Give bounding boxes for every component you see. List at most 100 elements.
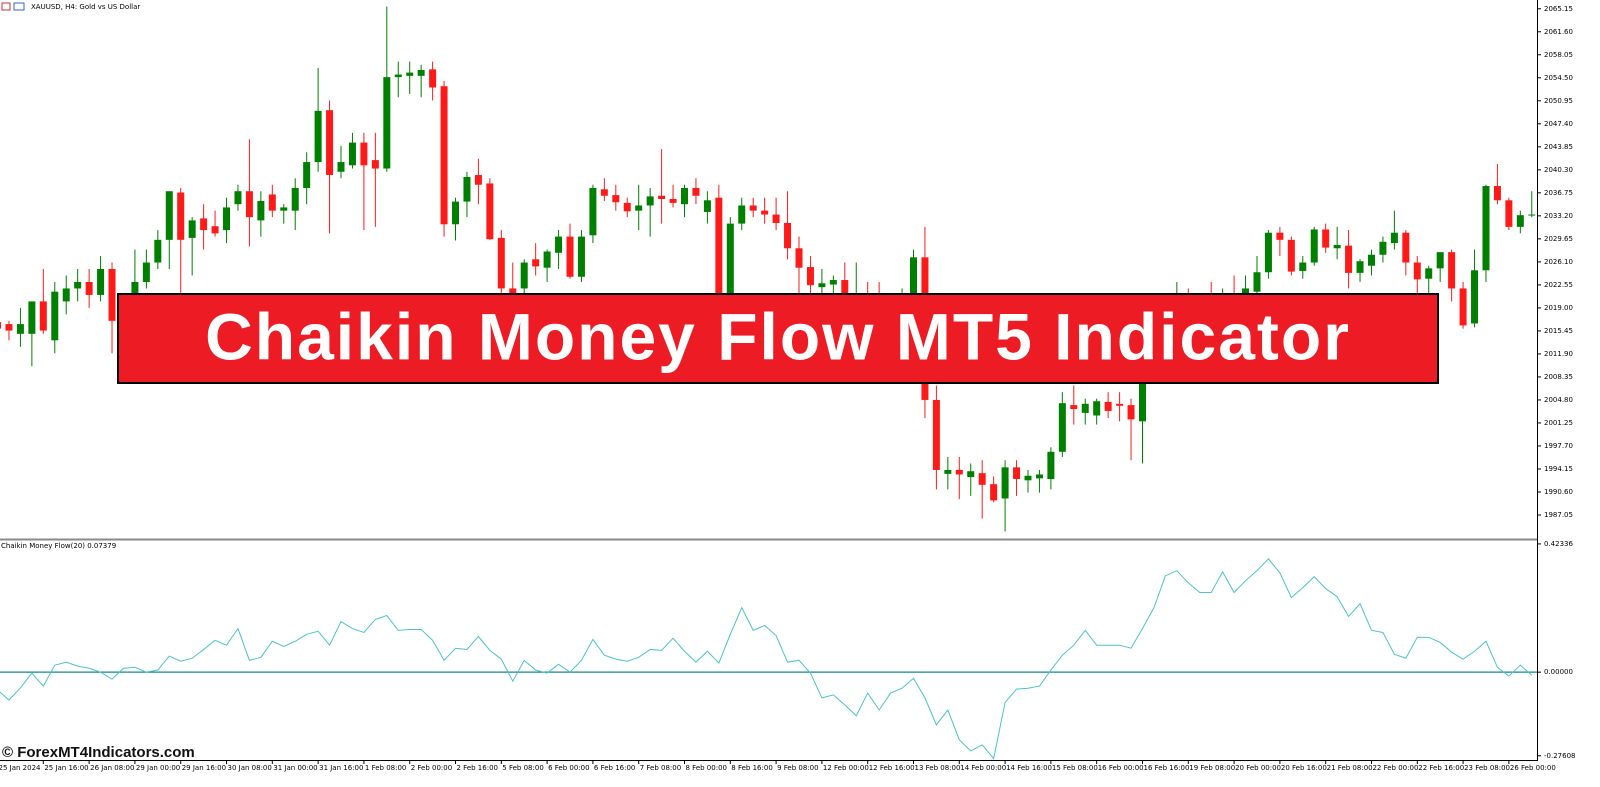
x-tick-label: 6 Feb 00:00 [548,764,589,772]
banner [117,293,1439,384]
candle-body [1356,261,1364,273]
x-tick-label: 1 Feb 08:00 [365,764,406,772]
candle-body [692,187,700,196]
y-tick-label: 2019.00 [1544,304,1573,312]
x-tick-label: 21 Feb 08:00 [1327,764,1373,772]
candle-body [829,280,837,285]
candle-body [1471,270,1479,324]
y-tick-label: 1990.60 [1544,488,1573,496]
candle-body [314,110,322,163]
candle-body [74,281,82,289]
candle-body [658,195,666,199]
candle-body [188,220,196,238]
candle-body [16,324,24,334]
candle-body [97,269,105,295]
chart-icon [1,2,11,11]
x-tick-label: 23 Feb 08:00 [1464,764,1510,772]
candle-body [749,205,757,211]
x-tick-label: 8 Feb 16:00 [731,764,772,772]
y-tick-label: 2047.40 [1544,120,1573,128]
candle-body [383,77,391,169]
candle-body [280,207,288,211]
candle-body [486,183,494,240]
candle-body [681,187,689,205]
candle-body [1493,186,1501,201]
candle-body [1516,215,1524,227]
candle-body [669,198,677,203]
y-tick-label: 2061.60 [1544,28,1573,36]
candle-body [589,187,597,236]
candle-body [909,257,917,295]
x-tick-label: 25 Jan 16:00 [44,764,88,772]
candle-body [337,162,345,172]
candle-body [1035,474,1043,479]
candle-body [1459,288,1467,326]
candle-body [577,236,585,277]
x-tick-label: 26 Feb 00:00 [1510,764,1556,772]
y-tick-label: 2065.15 [1544,5,1573,13]
candle-body [1333,245,1341,249]
candle-body [303,162,311,188]
y-tick-label: 2058.05 [1544,51,1573,59]
candle-body [738,205,746,224]
candle-body [555,236,563,253]
y-tick-label: 2050.95 [1544,97,1573,105]
y-tick-label: 2015.45 [1544,327,1573,335]
y-tick-label: 2033.20 [1544,212,1573,220]
candle-body [1001,467,1009,499]
candle-body [440,86,448,225]
y-tick-label: 0.42336 [1544,540,1573,548]
candle-body [784,222,792,249]
candle-body [1482,186,1490,271]
candle-body [726,223,734,302]
x-tick-label: 9 Feb 08:00 [777,764,818,772]
candle-body [177,192,185,240]
x-tick-label: 29 Jan 00:00 [136,764,180,772]
candle-body [234,191,242,205]
x-tick-label: 2 Feb 00:00 [411,764,452,772]
candle-body [1058,403,1066,452]
candle-body [1264,232,1272,273]
y-tick-label: 2026.10 [1544,258,1573,266]
candle-body [1299,262,1307,271]
candle-body [5,324,13,331]
x-tick-label: 5 Feb 08:00 [502,764,543,772]
candle-body [566,236,574,277]
candle-body [795,248,803,268]
candle-body [520,262,528,289]
candle-body [841,280,849,302]
candle-body [990,484,998,501]
y-tick-label: 2004.80 [1544,396,1573,404]
candle-body [1505,200,1513,227]
candle-body [39,301,47,331]
candle-body [772,214,780,223]
candle-body [1093,401,1101,416]
candle-body [131,281,139,295]
candle-body [28,301,36,334]
x-tick-label: 30 Jan 08:00 [228,764,272,772]
x-tick-label: 16 Feb 00:00 [1098,764,1144,772]
candle-body [429,69,437,88]
watermark: © ForexMT4Indicators.com [2,744,195,761]
x-tick-label: 26 Jan 08:00 [90,764,134,772]
y-tick-label: 2040.30 [1544,166,1573,174]
candle-body [1402,232,1410,263]
candle-body [806,267,814,286]
candle-body [85,281,93,295]
candle-body [268,194,276,211]
x-tick-label: 13 Feb 08:00 [914,764,960,772]
candle-body [612,195,620,203]
candle-body [1253,272,1261,292]
candle-body [543,251,551,268]
candle-body [932,399,940,470]
candle-body [1390,232,1398,244]
candle-body [623,202,631,212]
x-tick-label: 8 Feb 00:00 [686,764,727,772]
indicator-line [0,558,1533,760]
candle-body [165,191,173,240]
candle-body [257,200,265,221]
candle-body [1104,401,1112,411]
candle-body [1127,405,1135,420]
candle-body [1070,405,1078,410]
